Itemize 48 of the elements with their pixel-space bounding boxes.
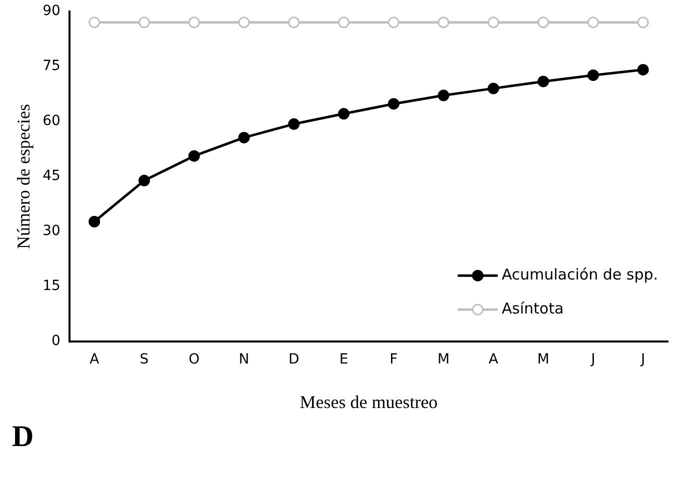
point [488, 16, 500, 28]
x-tick-label: J [590, 352, 596, 368]
y-tick-label: 75 [42, 58, 60, 74]
point [188, 16, 200, 28]
x-tick-label: O [188, 352, 200, 368]
x-tick-label: M [437, 352, 450, 368]
point [138, 174, 150, 186]
point [488, 82, 500, 94]
y-tick-label: 30 [42, 223, 60, 240]
point [388, 16, 400, 28]
point [538, 16, 550, 28]
legend-label: Asíntota [502, 299, 564, 318]
point [388, 98, 400, 110]
point [587, 16, 599, 28]
point [288, 16, 300, 28]
x-tick-label: A [488, 352, 499, 368]
point [338, 108, 350, 120]
text: D [12, 420, 34, 454]
y-tick-label: 0 [51, 333, 60, 350]
x-tick-label: M [537, 352, 550, 368]
x-tick-label: N [238, 352, 250, 368]
point [637, 16, 649, 28]
x-tick-label: S [140, 352, 149, 368]
point [288, 118, 300, 130]
y-tick-label: 15 [42, 278, 60, 294]
x-tick-label: F [390, 352, 398, 368]
point [438, 90, 450, 102]
y-axis-title: Número de especies [14, 104, 34, 249]
point [438, 16, 450, 28]
x-tick-label: J [640, 352, 646, 368]
y-tick-label: 45 [42, 168, 60, 184]
point [238, 132, 250, 144]
point [587, 69, 599, 81]
x-tick-label: E [339, 352, 348, 368]
point [138, 16, 150, 28]
point [637, 64, 649, 76]
point [88, 216, 100, 228]
point [538, 76, 550, 88]
point [338, 16, 350, 28]
y-tick-label: 60 [42, 113, 60, 130]
x-tick-label: D [288, 352, 300, 368]
point [188, 150, 200, 162]
y-tick-label: 90 [42, 3, 60, 20]
point [88, 16, 100, 28]
point [238, 16, 250, 28]
x-axis-title: Meses de muestreo [300, 392, 438, 412]
x-tick-label: A [90, 352, 100, 368]
legend-label: Acumulación de spp. [502, 265, 658, 284]
